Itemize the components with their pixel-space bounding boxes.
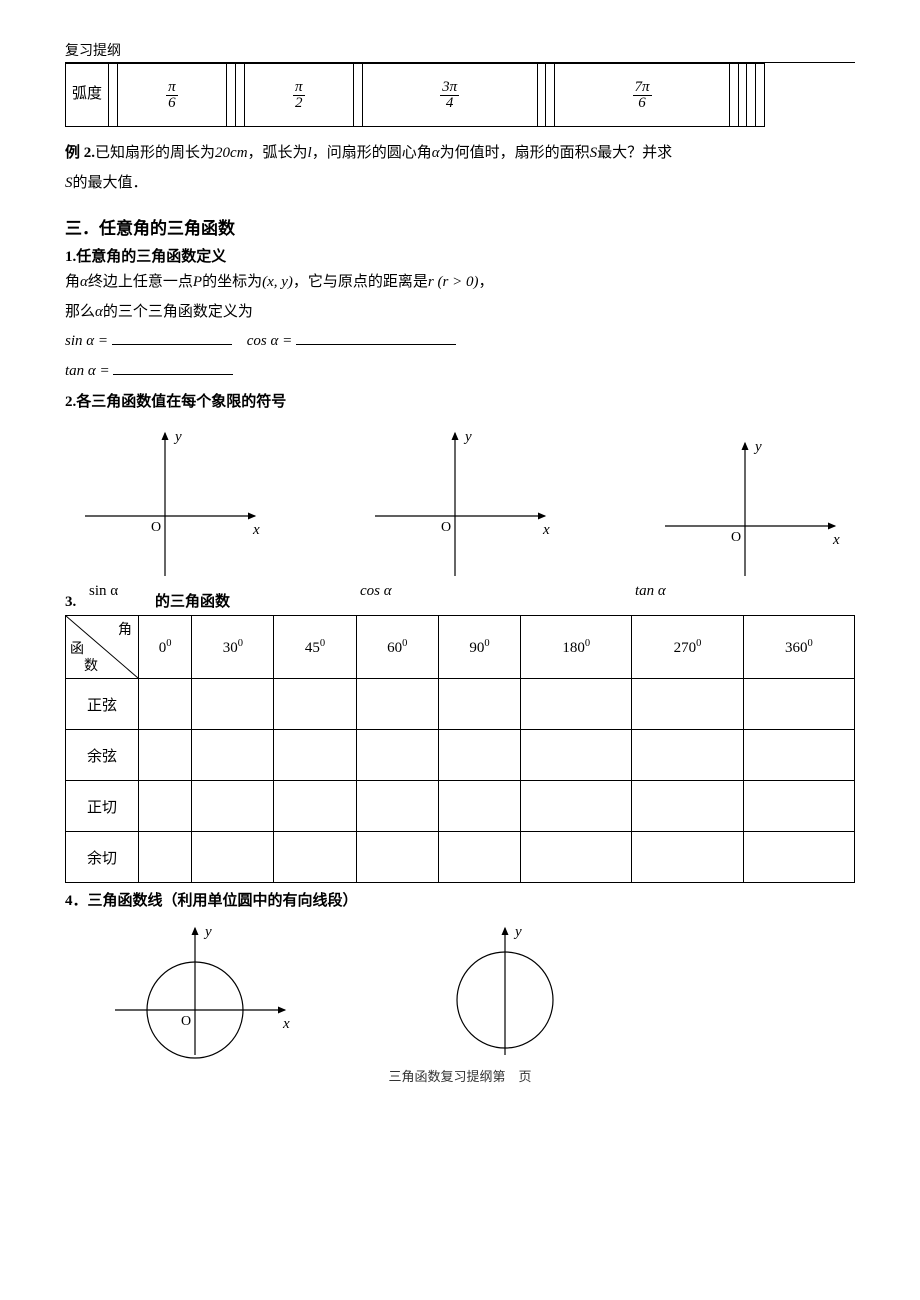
blank-sin [112,331,232,346]
axes-tan: y x O [645,421,855,581]
radian-cell [537,64,546,127]
svg-text:y: y [463,429,472,445]
radian-cell: π2 [244,64,353,127]
svg-text:y: y [513,924,522,940]
trig-corner-cell: 角 函 数 [66,616,139,679]
radian-cell [235,64,244,127]
trig-value-table: 角 函 数 00 300 450 600 900 1800 2700 3600 … [65,615,855,883]
trig-row-tan: 正切 [66,781,855,832]
def-line-1: 角α终边上任意一点P的坐标为(x, y)，它与原点的距离是r (r > 0)， [65,270,855,296]
radian-cell [738,64,747,127]
tan-line: tan α = [65,359,855,385]
radian-table: 弧度 π6 π2 3π4 7π6 [65,63,765,127]
svg-text:x: x [542,522,550,538]
svg-text:y: y [203,924,212,940]
trig-header-row: 角 函 数 00 300 450 600 900 1800 2700 3600 [66,616,855,679]
sub3-number: 3. [65,594,76,611]
radian-cell [756,64,765,127]
subsection-2: 2.各三角函数值在每个象限的符号 [65,390,855,411]
angle-header: 600 [356,616,438,679]
blank-cos [296,331,456,346]
sin-cos-line: sin α = cos α = [65,329,855,355]
sin-alpha-label: sin α [89,583,118,600]
sub3-text: 的三角函数 [155,590,230,611]
cos-label: cos α = [247,333,293,349]
angle-header: 1800 [521,616,632,679]
section-3-title: 三．任意角的三角函数 [65,214,855,239]
radian-cell [747,64,756,127]
x-axis-label: x [252,522,260,538]
svg-text:x: x [832,532,840,548]
radian-row-label: 弧度 [66,64,109,127]
svg-text:x: x [282,1016,290,1032]
angle-header: 450 [274,616,356,679]
radian-cell [353,64,362,127]
subsection-3-line: 3. sin α 的三角函数 cos α tan α [65,585,855,611]
axes-row: y x O y x O y x O [65,421,855,581]
radian-cell [546,64,555,127]
subsection-4: 4．三角函数线（利用单位圆中的有向线段） [65,889,855,910]
page-footer: 三角函数复习提纲第 页 [65,1066,855,1085]
example-2-line2: S的最大值． [65,171,855,197]
angle-header: 300 [192,616,274,679]
angle-header: 900 [438,616,520,679]
radian-cell: 3π4 [362,64,537,127]
unit-circle-2: y [425,920,585,1060]
angle-header: 2700 [632,616,743,679]
page-container: 复习提纲 弧度 π6 π2 3π4 7π6 例 2.已知扇形的周长为20cm，弧… [0,0,920,1105]
angle-header: 3600 [743,616,854,679]
y-axis-label: y [173,429,182,445]
svg-text:O: O [441,520,451,535]
trig-row-sin: 正弦 [66,679,855,730]
radian-cell: π6 [117,64,226,127]
radian-cell [227,64,236,127]
svg-text:O: O [731,530,741,545]
sin-label: sin α = [65,333,108,349]
blank-tan [113,360,233,375]
subsection-1: 1.任意角的三角函数定义 [65,245,855,266]
svg-text:O: O [181,1014,191,1029]
trig-row-cos: 余弦 [66,730,855,781]
trig-row-cot: 余切 [66,832,855,883]
unit-circles-row: y x O y [105,920,855,1060]
radian-cell [109,64,118,127]
tan-label: tan α = [65,363,110,379]
example-label: 例 2. [65,145,95,161]
axes-cos: y x O [355,421,565,581]
origin-label: O [151,520,161,535]
radian-cell: 7π6 [555,64,730,127]
example-2: 例 2.已知扇形的周长为20cm，弧长为l，问扇形的圆心角α为何值时，扇形的面积… [65,141,855,167]
svg-text:y: y [753,439,762,455]
tan-alpha-label: tan α [635,583,666,600]
header-label: 复习提纲 [65,40,855,60]
cos-alpha-label: cos α [360,583,392,600]
angle-header: 00 [139,616,192,679]
radian-cell [730,64,739,127]
unit-circle-1: y x O [105,920,305,1060]
def-line-2: 那么α的三个三角函数定义为 [65,300,855,326]
axes-sin: y x O [65,421,275,581]
radian-row: 弧度 π6 π2 3π4 7π6 [66,64,765,127]
